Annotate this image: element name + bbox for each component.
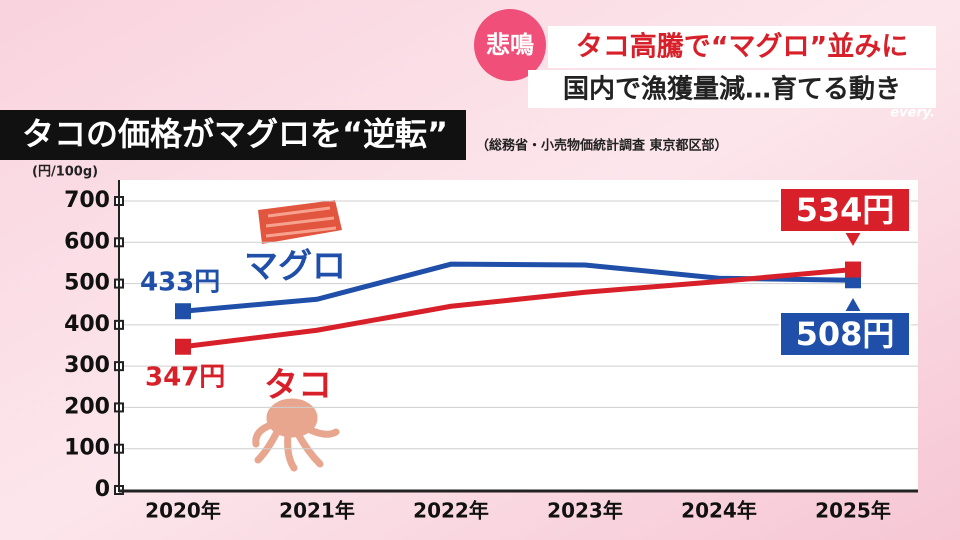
series-name: マグロ [244,247,346,287]
y-tick-label: 0 [95,477,110,502]
series-line [182,267,854,350]
octopus-icon [252,398,340,472]
x-tick-label: 2021年 [279,499,355,523]
y-tick-label: 400 [64,312,110,337]
series-name: タコ [264,366,332,406]
chart-title: タコの価格がマグロを“逆転” [22,115,448,153]
headline: タコ高騰で“マグロ”並みに [576,31,909,63]
y-tick-label: 200 [64,394,110,419]
x-tick-label: 2020年 [145,499,221,523]
program-logo: every. [890,106,935,121]
x-tick-label: 2023年 [547,499,623,523]
badge: 悲鳴 [486,31,534,59]
y-tick-label: 300 [64,353,110,378]
y-axis-label: (円/100g) [32,165,98,180]
value-label: 508円 [796,315,895,353]
y-tick-label: 600 [64,229,110,254]
y-tick-label: 700 [64,188,110,213]
value-label: 534円 [796,191,895,229]
x-tick-label: 2025年 [815,499,891,523]
label-pointer [845,298,861,312]
label-pointer [845,232,861,246]
value-label-box [779,311,911,357]
subheadline-box [528,70,936,108]
value-label-box [779,187,911,233]
point-marker [175,303,191,320]
title-bar [0,110,466,160]
point-marker [175,338,191,355]
tuna-icon [258,200,342,244]
value-label: 433円 [140,268,220,298]
badge-circle [474,9,546,81]
y-tick-label: 100 [64,436,110,461]
y-tick-label: 500 [64,271,110,296]
point-marker [845,261,861,278]
headline-box [548,26,936,68]
source: （総務省・小売物価統計調査 東京都区部） [476,138,728,154]
subheadline: 国内で漁獲量減…育てる動き [563,74,901,105]
x-tick-label: 2024年 [681,499,757,523]
x-tick-label: 2022年 [413,499,489,523]
value-label: 347円 [145,363,225,393]
